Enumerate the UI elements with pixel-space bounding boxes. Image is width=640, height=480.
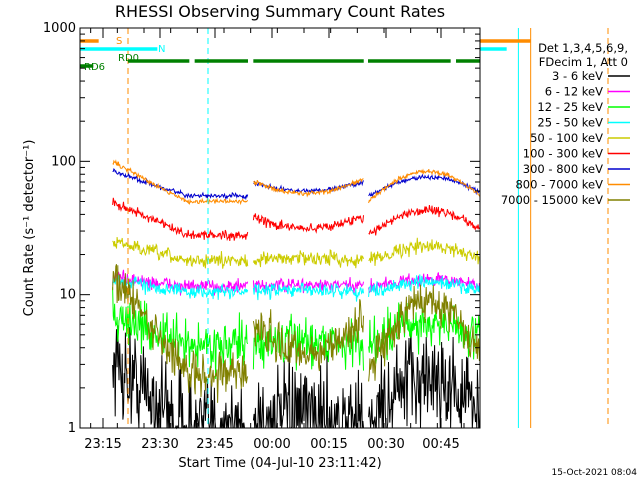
- legend-entry-label: 25 - 50 keV: [537, 116, 603, 130]
- legend-entry-label: 6 - 12 keV: [545, 85, 603, 99]
- x-tick-label: 00:00: [253, 437, 290, 452]
- axis-ticks: 1 10 100 1000 23:15 23:30 23:45 00:00 00:15 00:30…: [43, 21, 480, 452]
- series-line: [112, 287, 481, 380]
- vertical-markers: [79, 28, 609, 428]
- plot-frame: [79, 27, 481, 429]
- legend-entry-label: 3 - 6 keV: [552, 69, 603, 83]
- legend: Det 1,3,4,5,6,9, FDecim 1, Att 0 3 - 6 k…: [501, 41, 630, 207]
- x-tick-label: 00:30: [367, 437, 404, 452]
- y-axis-label: Count Rate (s⁻¹ detector⁻¹): [22, 140, 37, 317]
- series-line: [112, 236, 481, 269]
- legend-entry-label: 50 - 100 keV: [530, 131, 603, 145]
- timestamp: 15-Oct-2021 08:04: [552, 468, 638, 478]
- y-tick-label: 100: [51, 154, 76, 169]
- x-tick-label: 23:45: [196, 437, 233, 452]
- series-line: [112, 168, 481, 201]
- chart-title: RHESSI Observing Summary Count Rates: [115, 2, 445, 21]
- legend-entry-label: 100 - 300 keV: [523, 147, 603, 161]
- flag-bar-label: RD0: [118, 53, 139, 64]
- legend-header-line-1: Det 1,3,4,5,6,9,: [538, 41, 628, 55]
- flag-bar-label: S: [116, 36, 122, 47]
- series-line: [112, 159, 481, 206]
- y-tick-label: 1000: [43, 21, 76, 36]
- series-line: [112, 274, 481, 302]
- x-axis-label: Start Time (04-Jul-10 23:11:42): [178, 456, 381, 471]
- legend-entry-label: 12 - 25 keV: [537, 100, 603, 114]
- x-tick-label: 23:15: [84, 437, 121, 452]
- x-tick-label: 00:45: [422, 437, 459, 452]
- legend-entry-label: 300 - 800 keV: [523, 162, 603, 176]
- flag-bar-label: RD6: [84, 62, 105, 73]
- series-layer: [112, 159, 481, 430]
- x-tick-label: 23:30: [141, 437, 178, 452]
- series-line: [112, 264, 481, 403]
- legend-entry-label: 7000 - 15000 keV: [501, 193, 603, 207]
- legend-header-line-2: FDecim 1, Att 0: [539, 55, 628, 69]
- flag-bars: S N RD0 RD6: [80, 36, 531, 73]
- flag-bar-label: N: [158, 44, 165, 55]
- x-tick-label: 00:15: [310, 437, 347, 452]
- legend-entry-label: 800 - 7000 keV: [515, 178, 603, 192]
- y-tick-label: 1: [68, 421, 76, 436]
- y-tick-label: 10: [59, 288, 76, 303]
- series-line: [112, 197, 481, 242]
